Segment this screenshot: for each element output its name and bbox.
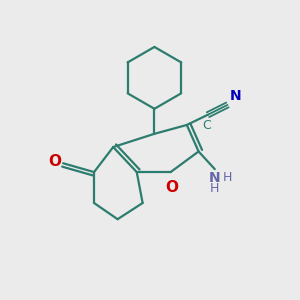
- Text: N: N: [209, 171, 220, 184]
- Text: H: H: [223, 171, 232, 184]
- Text: O: O: [48, 154, 61, 169]
- Text: H: H: [210, 182, 220, 194]
- Text: O: O: [166, 180, 178, 195]
- Text: C: C: [202, 119, 211, 132]
- Text: N: N: [230, 88, 242, 103]
